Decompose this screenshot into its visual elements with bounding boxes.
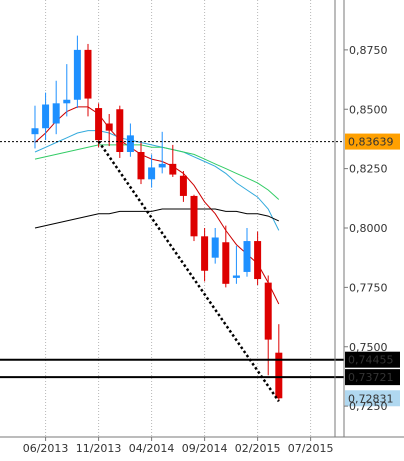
- candle-body: [169, 163, 177, 175]
- candle: [190, 194, 198, 242]
- y-tick-label: 0,7500: [349, 341, 388, 354]
- price-label: 0,83639: [348, 136, 394, 149]
- candle: [95, 103, 103, 148]
- candle: [84, 43, 92, 117]
- candle-body: [105, 123, 113, 131]
- candles: [31, 35, 283, 402]
- candle-body: [158, 163, 166, 168]
- candle: [169, 144, 177, 177]
- candle-body: [222, 242, 230, 284]
- overlays: [0, 140, 344, 403]
- y-tick-label: 0,7250: [349, 400, 388, 413]
- price-label-box: [345, 133, 400, 150]
- x-tick-label: 04/2014: [129, 442, 175, 455]
- candle-body: [84, 49, 92, 99]
- candle: [179, 171, 187, 202]
- x-tick-label: 11/2013: [76, 442, 122, 455]
- candle: [42, 92, 50, 141]
- candle: [243, 228, 251, 277]
- price-label-box: [345, 351, 400, 368]
- candle: [126, 123, 134, 157]
- candle: [201, 228, 209, 282]
- price-label-box: [345, 369, 400, 386]
- candle: [105, 114, 113, 147]
- candle-body: [42, 104, 50, 129]
- candle: [222, 225, 230, 288]
- candle-body: [264, 282, 272, 340]
- candle: [31, 105, 39, 149]
- y-tick-label: 0,8750: [349, 44, 388, 57]
- moving-average-slow: [34, 144, 280, 200]
- candle-body: [232, 275, 240, 278]
- candle: [158, 131, 166, 174]
- candle: [232, 245, 240, 284]
- candle: [211, 228, 219, 264]
- candle-body: [52, 103, 60, 124]
- x-tick-label: 09/2014: [182, 442, 228, 455]
- candle-body: [211, 237, 219, 258]
- y-tick-label: 0,7750: [349, 281, 388, 294]
- grid: [45, 0, 312, 437]
- candle-body: [137, 152, 145, 180]
- candle-body: [275, 352, 283, 399]
- candle-body: [73, 49, 81, 100]
- candle-body: [116, 109, 124, 152]
- candle: [52, 80, 60, 135]
- candle-body: [201, 236, 209, 271]
- candle-body: [31, 128, 39, 135]
- candle: [73, 35, 81, 109]
- candle-body: [179, 175, 187, 196]
- candle: [275, 324, 283, 402]
- price-label: 0,74455: [348, 354, 394, 367]
- candle: [116, 105, 124, 158]
- candle: [137, 142, 145, 185]
- candle: [148, 154, 156, 188]
- moving-average-medium: [34, 130, 280, 231]
- x-tick-label: 06/2013: [23, 442, 69, 455]
- y-tick-label: 0,8500: [349, 103, 388, 116]
- candle-body: [243, 241, 251, 272]
- x-tick-label: 07/2015: [288, 442, 334, 455]
- moving-averages: [34, 106, 280, 305]
- candle-body: [254, 241, 262, 280]
- candle-body: [148, 167, 156, 180]
- moving-average-long: [34, 208, 280, 229]
- candle-body: [126, 135, 134, 152]
- moving-average-fast: [34, 106, 280, 305]
- candle: [254, 231, 262, 285]
- candle-body: [95, 108, 103, 141]
- candle-body: [63, 99, 71, 104]
- price-label: 0,73721: [348, 371, 394, 384]
- candle: [264, 275, 272, 376]
- candle-body: [190, 195, 198, 237]
- price-label: 0,72831: [348, 392, 394, 405]
- y-tick-label: 0,8250: [349, 163, 388, 176]
- candle: [63, 64, 71, 117]
- x-tick-label: 02/2015: [235, 442, 281, 455]
- price-label-box: [345, 390, 400, 407]
- y-tick-label: 0,8000: [349, 222, 388, 235]
